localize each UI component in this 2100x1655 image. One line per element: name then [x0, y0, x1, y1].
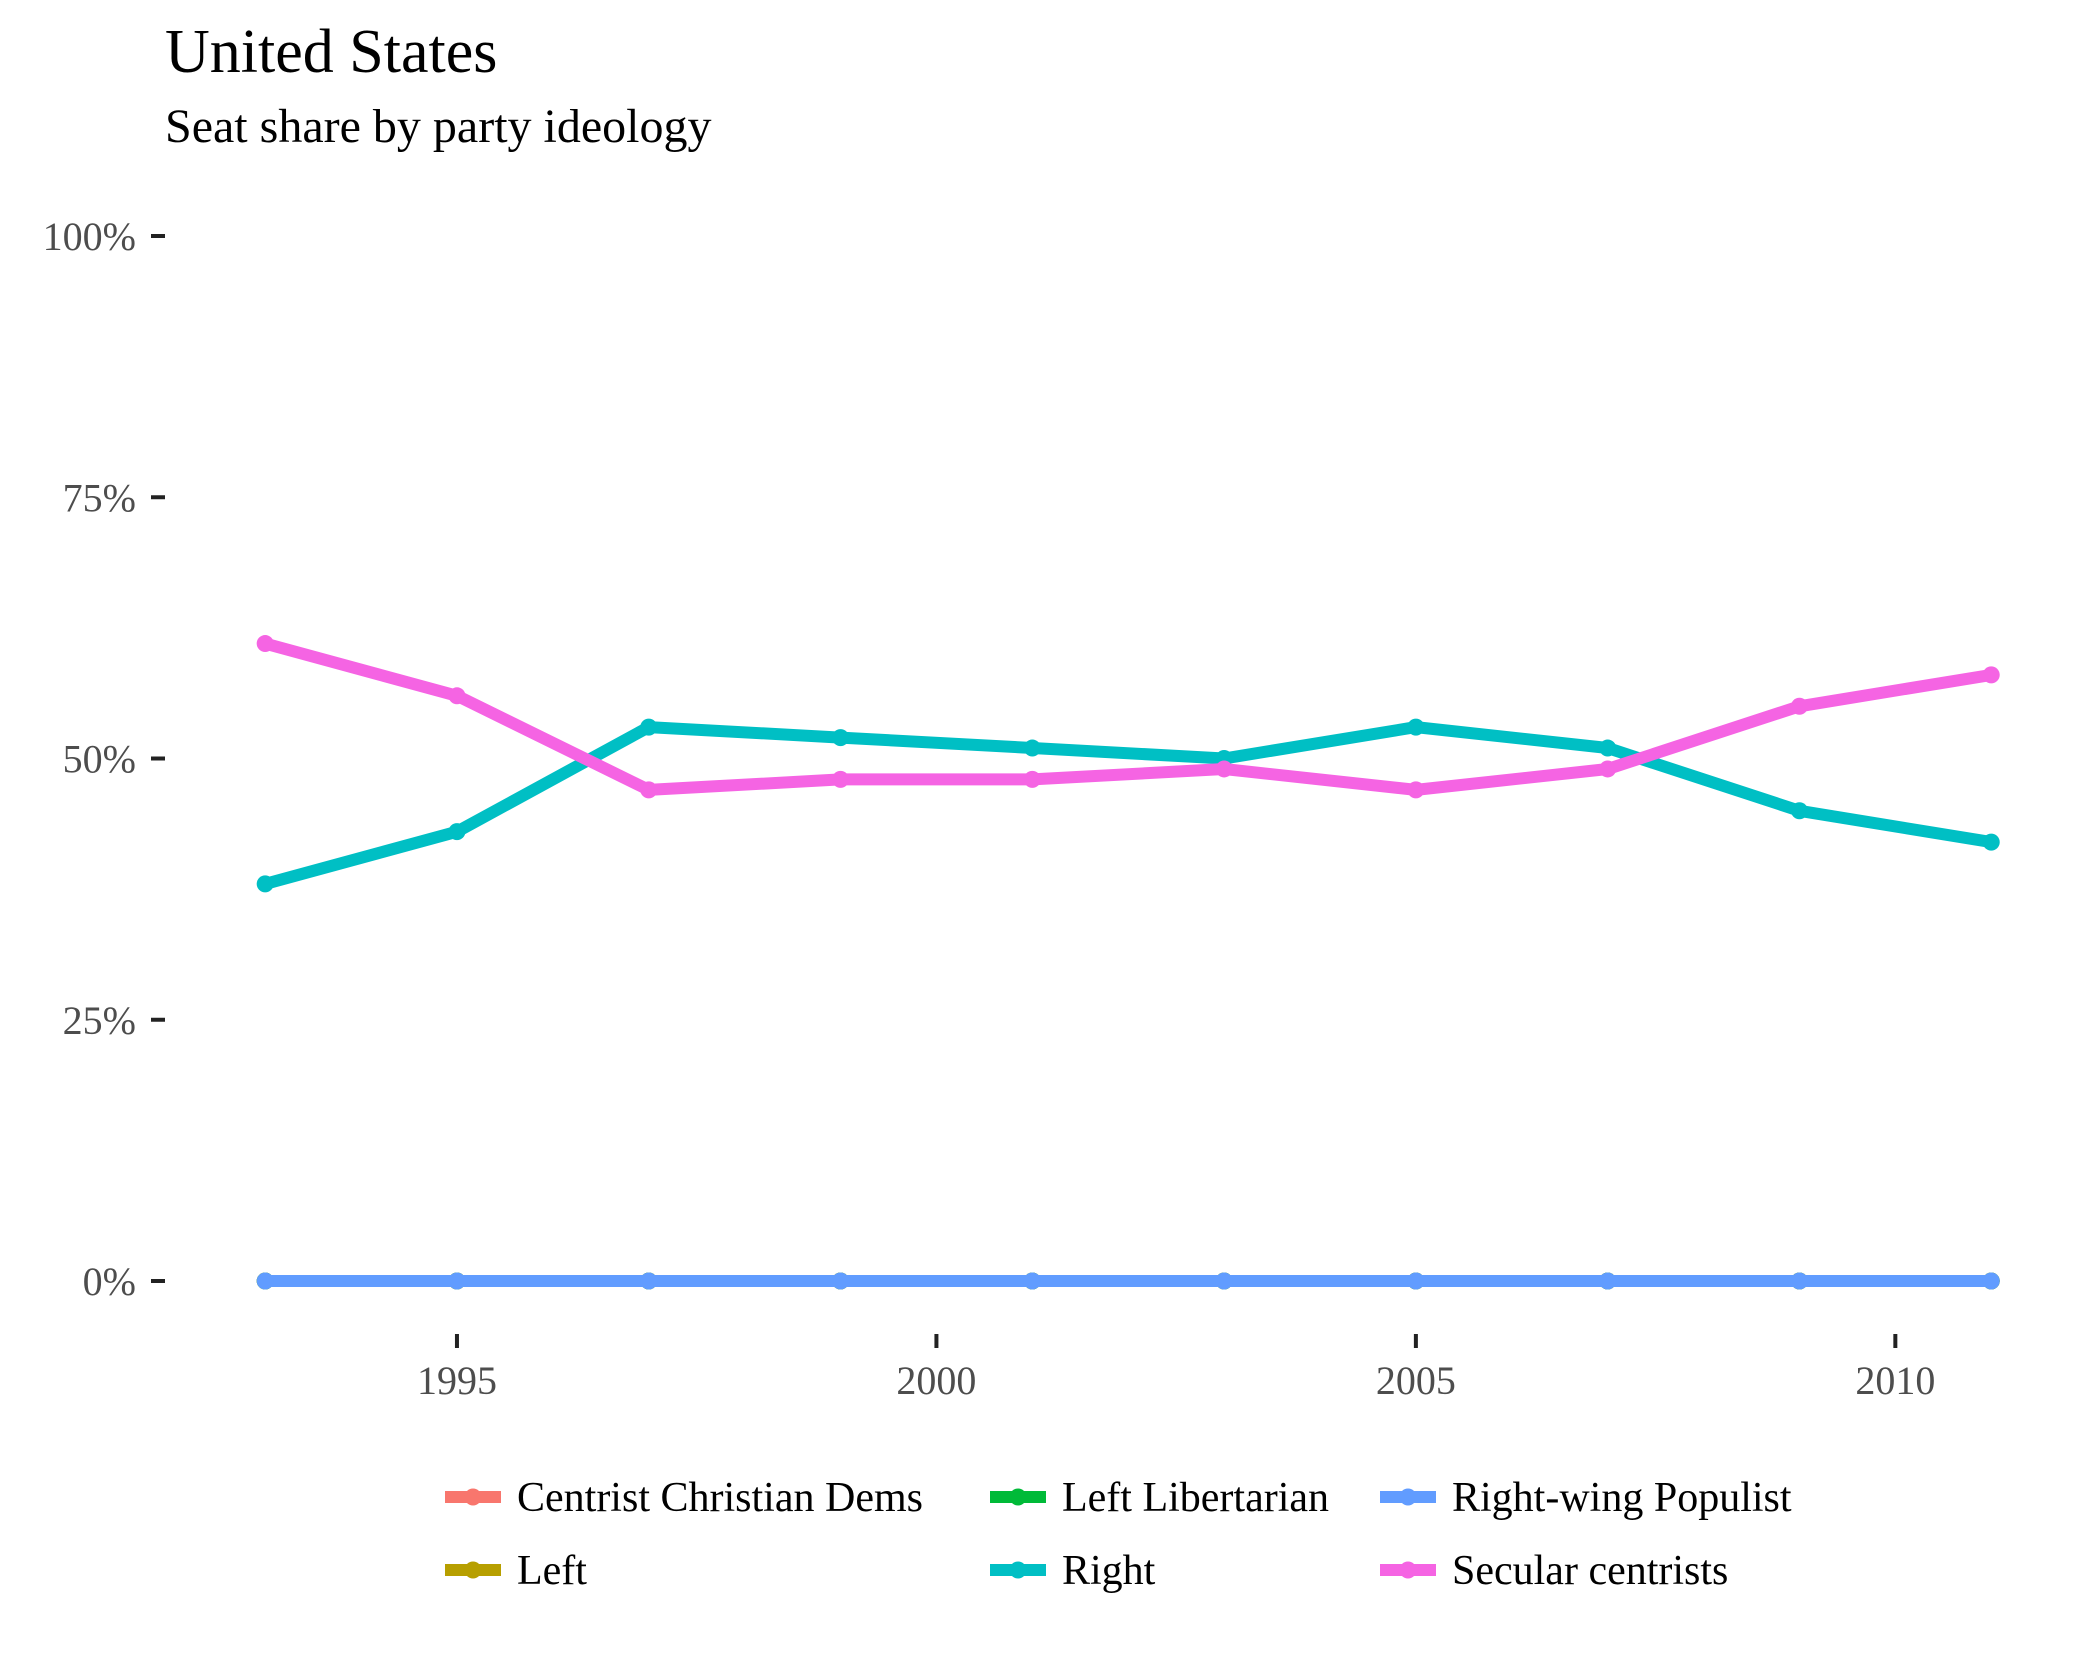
data-point	[256, 875, 274, 893]
data-point	[1982, 833, 2000, 851]
legend-item: Right-wing Populist	[1380, 1475, 1792, 1521]
data-point	[1023, 770, 1041, 788]
data-point	[640, 781, 658, 799]
y-tick-label: 0%	[83, 1259, 136, 1304]
series-layer	[256, 635, 2000, 1290]
legend-item: Left Libertarian	[990, 1475, 1329, 1521]
data-point	[640, 718, 658, 736]
legend-key-point	[1399, 1561, 1417, 1579]
data-point	[1407, 781, 1425, 799]
series-secular-centrists	[256, 635, 2000, 799]
data-point	[256, 635, 274, 653]
data-point	[640, 1272, 658, 1290]
data-point	[1982, 666, 2000, 684]
legend-item: Centrist Christian Dems	[445, 1475, 923, 1521]
data-point	[1599, 1272, 1617, 1290]
data-point	[832, 729, 850, 747]
x-tick-label: 2000	[896, 1358, 976, 1403]
legend-label: Left	[517, 1548, 587, 1594]
series-line	[263, 637, 1993, 796]
data-point	[1215, 1272, 1233, 1290]
legend-item: Left	[445, 1548, 587, 1594]
data-point	[448, 1272, 466, 1290]
legend-item: Right	[990, 1548, 1156, 1594]
legend-key-point	[464, 1488, 482, 1506]
data-point	[1982, 1272, 2000, 1290]
legend-label: Right-wing Populist	[1452, 1475, 1792, 1521]
data-point	[1023, 739, 1041, 757]
data-point	[1215, 760, 1233, 778]
data-point	[1599, 760, 1617, 778]
y-tick-label: 50%	[63, 737, 136, 782]
data-point	[1790, 802, 1808, 820]
legend-key-point	[1399, 1488, 1417, 1506]
data-point	[1407, 1272, 1425, 1290]
legend-label: Right	[1062, 1548, 1156, 1594]
data-point	[1023, 1272, 1041, 1290]
legend-key-point	[1009, 1488, 1027, 1506]
data-point	[1407, 718, 1425, 736]
chart-subtitle: Seat share by party ideology	[165, 100, 712, 153]
data-point	[256, 1272, 274, 1290]
data-point	[448, 823, 466, 841]
data-point	[832, 770, 850, 788]
y-tick-label: 75%	[63, 475, 136, 520]
data-point	[1790, 697, 1808, 715]
legend: Centrist Christian Dems Left Libertarian R…	[445, 1475, 1792, 1594]
series-right	[256, 718, 2000, 893]
legend-item: Secular centrists	[1380, 1548, 1728, 1594]
chart-title: United States	[165, 18, 497, 86]
legend-key-point	[1009, 1561, 1027, 1579]
legend-label: Centrist Christian Dems	[517, 1475, 923, 1521]
data-point	[1790, 1272, 1808, 1290]
series-right-wing-populist	[256, 1272, 2000, 1290]
x-axis: 1995 2000 2005 2010	[417, 1334, 1935, 1403]
y-tick-label: 100%	[43, 214, 136, 259]
y-axis: 0% 25% 50% 75% 100%	[43, 214, 165, 1304]
series-line	[263, 721, 1993, 890]
y-tick-label: 25%	[63, 998, 136, 1043]
legend-label: Secular centrists	[1452, 1548, 1728, 1594]
legend-label: Left Libertarian	[1062, 1475, 1329, 1521]
x-tick-label: 2010	[1855, 1358, 1935, 1403]
data-point	[448, 687, 466, 705]
data-point	[1599, 739, 1617, 757]
data-point	[832, 1272, 850, 1290]
x-tick-label: 2005	[1376, 1358, 1456, 1403]
legend-key-point	[464, 1561, 482, 1579]
x-tick-label: 1995	[417, 1358, 497, 1403]
